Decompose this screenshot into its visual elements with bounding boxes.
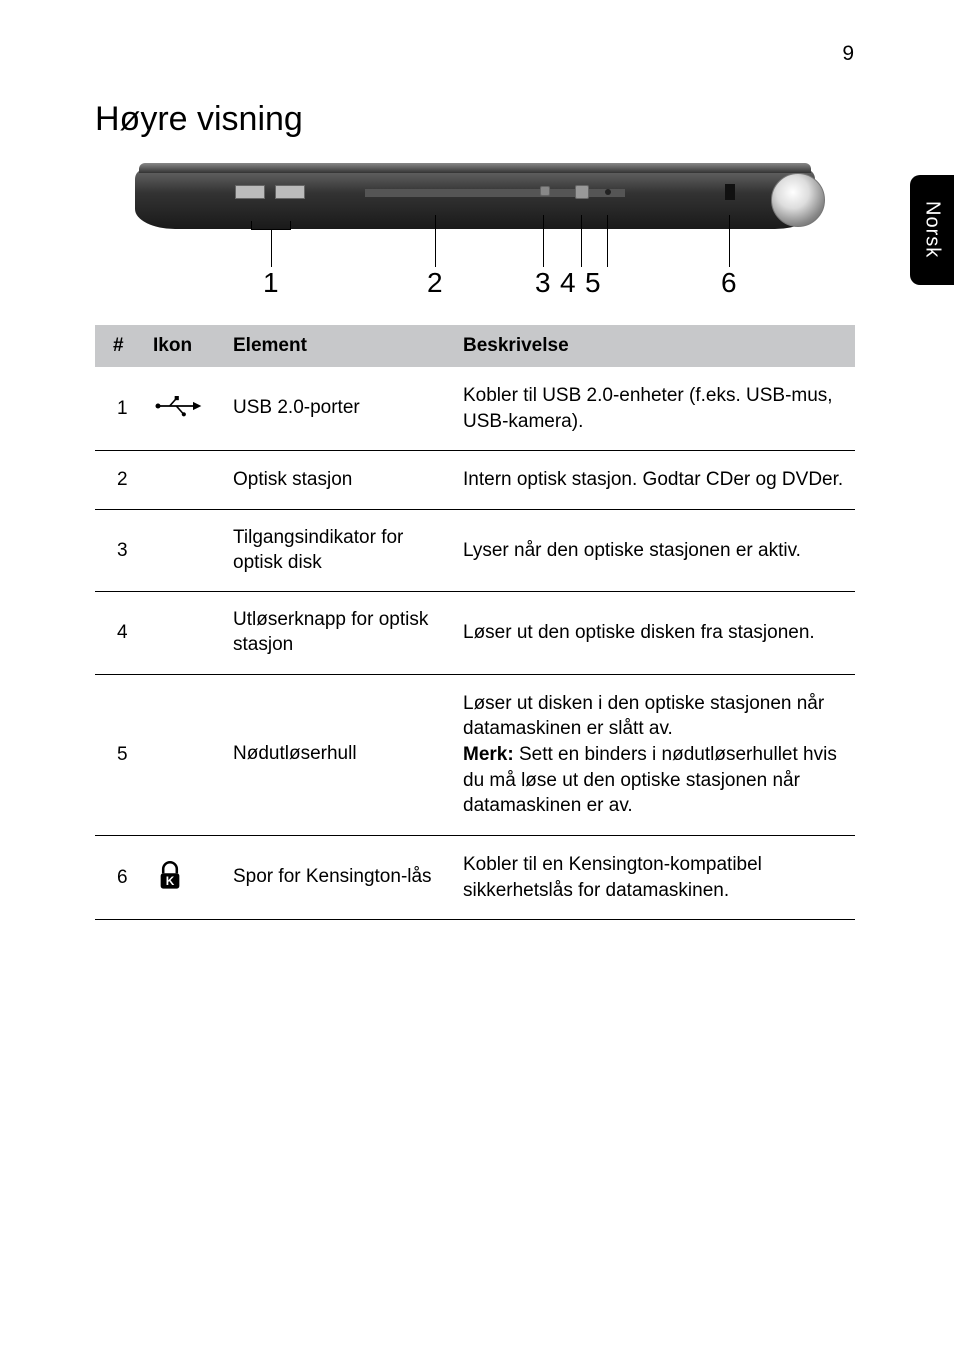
kensington-slot-icon xyxy=(725,184,735,200)
table-row: 2 Optisk stasjon Intern optisk stasjon. … xyxy=(95,451,855,510)
callout-number: 4 xyxy=(560,267,576,299)
spec-table: # Ikon Element Beskrivelse 1 xyxy=(95,325,855,920)
usb-port-icon xyxy=(275,185,305,199)
row-icon xyxy=(145,674,225,835)
laptop-lid xyxy=(139,163,811,173)
page-content: Høyre visning 1 2 3 4 5 6 xyxy=(95,100,855,920)
callout-number: 2 xyxy=(427,267,443,299)
kensington-lock-icon: K xyxy=(153,858,187,892)
row-desc: Lyser når den optiske stasjonen er aktiv… xyxy=(455,509,855,591)
row-desc-bold: Merk: xyxy=(463,744,514,765)
page-title: Høyre visning xyxy=(95,100,855,139)
row-element: Nødutløserhull xyxy=(225,674,455,835)
emergency-eject-icon xyxy=(605,189,611,195)
row-desc-post: Sett en binders i nødutløserhullet hvis … xyxy=(463,744,837,816)
callout-line xyxy=(435,215,436,267)
table-row: 6 K Spor for Kensington-lås Kobler til e… xyxy=(95,835,855,919)
row-icon xyxy=(145,509,225,591)
callout-number: 3 xyxy=(535,267,551,299)
row-num: 3 xyxy=(95,509,145,591)
row-element: Utløserknapp for optisk stasjon xyxy=(225,592,455,674)
row-num: 5 xyxy=(95,674,145,835)
usb-icon xyxy=(153,391,203,421)
row-desc: Kobler til en Kensington-kompatibel sikk… xyxy=(455,835,855,919)
table-row: 1 USB 2.0-porter Kobler til USB 2.0-enhe… xyxy=(95,367,855,451)
row-element: Spor for Kensington-lås xyxy=(225,835,455,919)
laptop-side-diagram: 1 2 3 4 5 6 xyxy=(135,169,815,299)
callout-number: 5 xyxy=(585,267,601,299)
row-num: 4 xyxy=(95,592,145,674)
row-icon xyxy=(145,592,225,674)
row-icon: K xyxy=(145,835,225,919)
optical-eject-icon xyxy=(575,185,589,199)
header-element: Element xyxy=(225,325,455,367)
usb-port-icon xyxy=(235,185,265,199)
row-num: 6 xyxy=(95,835,145,919)
callout-number: 1 xyxy=(263,267,279,299)
row-desc: Løser ut den optiske disken fra stasjone… xyxy=(455,592,855,674)
callout-line xyxy=(581,215,582,267)
header-icon: Ikon xyxy=(145,325,225,367)
header-desc: Beskrivelse xyxy=(455,325,855,367)
page-number: 9 xyxy=(842,42,854,66)
row-desc: Kobler til USB 2.0-enheter (f.eks. USB-m… xyxy=(455,367,855,451)
table-header-row: # Ikon Element Beskrivelse xyxy=(95,325,855,367)
callout-line xyxy=(729,215,730,267)
optical-led-icon xyxy=(540,186,550,196)
table-row: 4 Utløserknapp for optisk stasjon Løser … xyxy=(95,592,855,674)
table-row: 5 Nødutløserhull Løser ut disken i den o… xyxy=(95,674,855,835)
language-tab: Norsk xyxy=(910,175,954,285)
row-desc: Løser ut disken i den optiske stasjonen … xyxy=(455,674,855,835)
row-num: 1 xyxy=(95,367,145,451)
callout-line xyxy=(607,215,608,267)
table-row: 3 Tilgangsindikator for optisk disk Lyse… xyxy=(95,509,855,591)
svg-text:K: K xyxy=(166,874,175,888)
row-desc: Intern optisk stasjon. Godtar CDer og DV… xyxy=(455,451,855,510)
laptop-body xyxy=(135,169,815,229)
row-element: Tilgangsindikator for optisk disk xyxy=(225,509,455,591)
cd-disc-icon xyxy=(771,173,825,227)
language-tab-label: Norsk xyxy=(921,201,944,258)
row-icon xyxy=(145,367,225,451)
row-desc-pre: Løser ut disken i den optiske stasjonen … xyxy=(463,693,824,740)
callout-line xyxy=(271,229,272,267)
row-icon xyxy=(145,451,225,510)
callout-number: 6 xyxy=(721,267,737,299)
callout-line xyxy=(543,215,544,267)
row-num: 2 xyxy=(95,451,145,510)
diagram-callouts: 1 2 3 4 5 6 xyxy=(135,229,815,299)
row-element: USB 2.0-porter xyxy=(225,367,455,451)
row-element: Optisk stasjon xyxy=(225,451,455,510)
header-num: # xyxy=(95,325,145,367)
